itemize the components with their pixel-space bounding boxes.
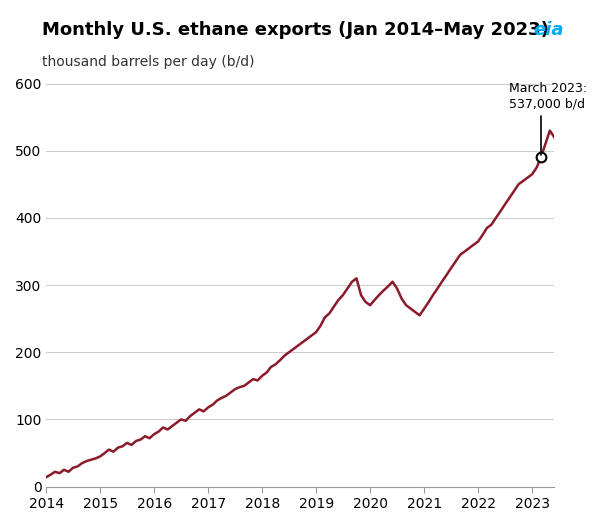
Text: eia: eia [533,21,564,39]
Text: March 2023:
537,000 b/d: March 2023: 537,000 b/d [510,82,588,155]
Text: Monthly U.S. ethane exports (Jan 2014–May 2023): Monthly U.S. ethane exports (Jan 2014–Ma… [42,21,549,39]
Text: thousand barrels per day (b/d): thousand barrels per day (b/d) [42,55,255,69]
